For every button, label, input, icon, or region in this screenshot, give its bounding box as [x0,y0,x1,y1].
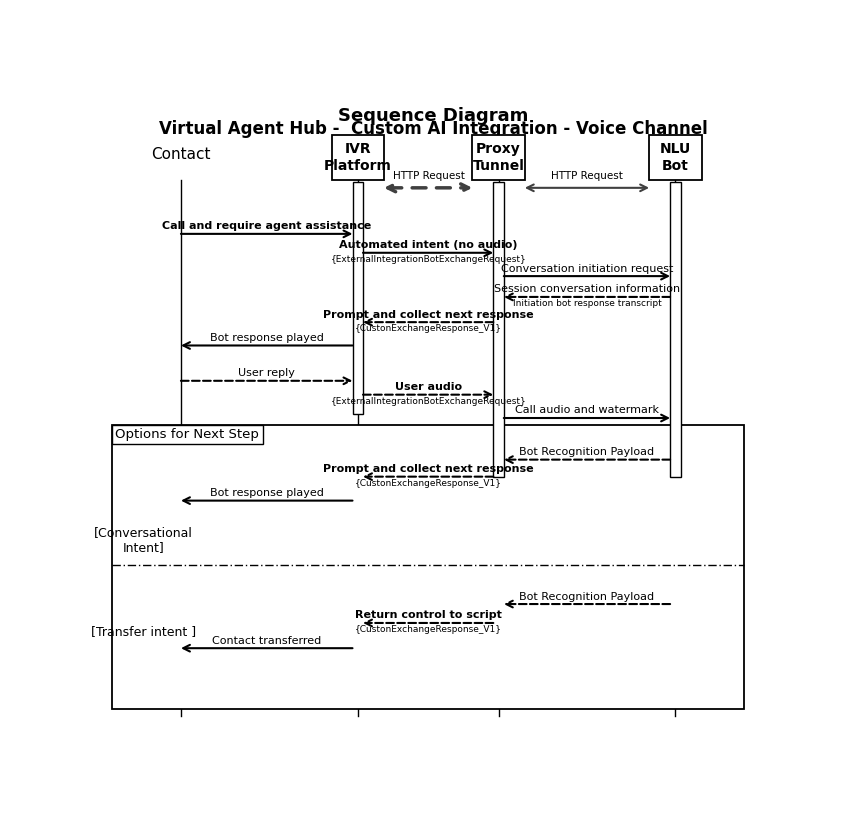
Text: [Transfer intent ]: [Transfer intent ] [91,625,196,638]
Text: {ExternalIntegrationBotExchangeRequest}: {ExternalIntegrationBotExchangeRequest} [330,255,526,264]
FancyBboxPatch shape [352,182,363,414]
FancyBboxPatch shape [331,135,383,180]
Text: Prompt and collect next response: Prompt and collect next response [322,464,533,474]
Text: Automated intent (no audio): Automated intent (no audio) [338,240,517,251]
Text: User audio: User audio [394,382,462,392]
Text: Bot response played: Bot response played [209,333,323,343]
Text: {CustonExchangeResponse_V1}: {CustonExchangeResponse_V1} [354,324,501,333]
FancyBboxPatch shape [472,135,524,180]
Text: {CustonExchangeResponse_V1}: {CustonExchangeResponse_V1} [354,625,501,634]
Text: Prompt and collect next response: Prompt and collect next response [322,310,533,319]
FancyBboxPatch shape [648,135,701,180]
Text: Contact transferred: Contact transferred [212,636,321,645]
Text: Session conversation information: Session conversation information [493,284,679,294]
Text: {CustonExchangeResponse_V1}: {CustonExchangeResponse_V1} [354,478,501,487]
Text: IVR
Platform: IVR Platform [323,143,392,173]
Text: HTTP Request: HTTP Request [392,171,464,181]
Text: Contact: Contact [151,147,210,162]
Text: User reply: User reply [238,369,295,378]
Text: Bot Recognition Payload: Bot Recognition Payload [519,447,654,457]
Text: Sequence Diagram: Sequence Diagram [338,107,528,125]
Text: Proxy
Tunnel: Proxy Tunnel [472,143,524,173]
Text: Options for Next Step: Options for Next Step [116,428,259,441]
Text: NLU
Bot: NLU Bot [659,143,690,173]
FancyBboxPatch shape [112,425,744,708]
Text: Virtual Agent Hub -  Custom AI Integration - Voice Channel: Virtual Agent Hub - Custom AI Integratio… [159,120,706,138]
Text: Return control to script: Return control to script [354,610,501,621]
Text: Call and require agent assistance: Call and require agent assistance [162,221,371,231]
Text: Bot Recognition Payload: Bot Recognition Payload [519,591,654,601]
Text: Bot response played: Bot response played [209,488,323,498]
Text: Call audio and watermark: Call audio and watermark [514,405,658,415]
Text: Initiation bot response transcript: Initiation bot response transcript [512,299,661,308]
Text: {ExternalIntegrationBotExchangeRequest}: {ExternalIntegrationBotExchangeRequest} [330,396,526,405]
Text: [Conversational
Intent]: [Conversational Intent] [94,526,192,554]
Text: Conversation initiation request: Conversation initiation request [500,264,673,274]
FancyBboxPatch shape [493,182,503,477]
Text: HTTP Request: HTTP Request [550,171,622,181]
FancyBboxPatch shape [669,182,679,477]
